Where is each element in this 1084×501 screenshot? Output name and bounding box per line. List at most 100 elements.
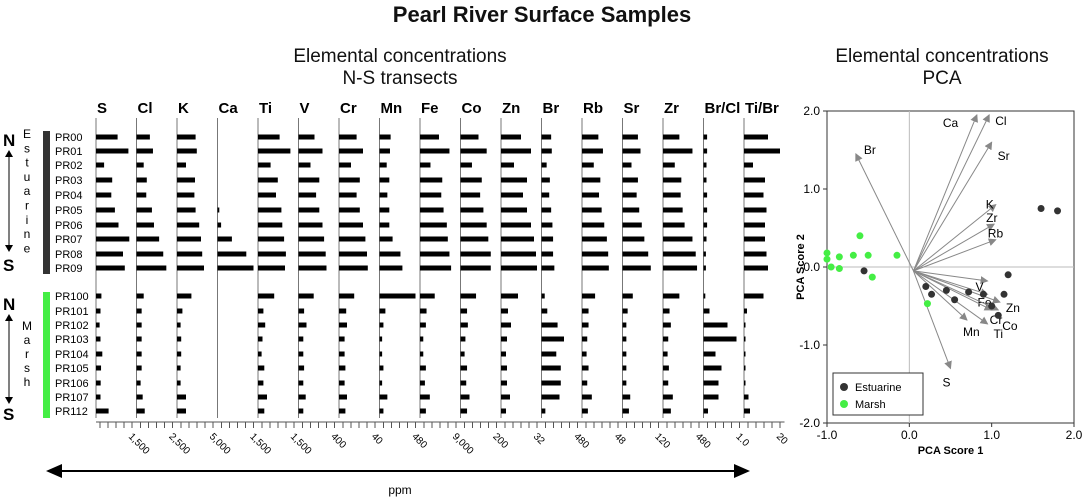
- bar: [298, 192, 317, 198]
- sample-label: PR112: [55, 406, 88, 418]
- bar: [460, 134, 479, 140]
- bar: [703, 177, 707, 183]
- bar: [703, 365, 722, 371]
- bar: [339, 265, 368, 271]
- bar: [663, 265, 698, 271]
- tick-label: 1,500: [247, 431, 273, 457]
- bar: [541, 380, 561, 386]
- bar: [744, 365, 746, 371]
- bar: [582, 322, 589, 328]
- legend-marker: [840, 400, 848, 408]
- bar: [420, 236, 448, 242]
- sample-label: PR106: [55, 378, 89, 390]
- bar: [177, 251, 203, 257]
- marsh-letter: r: [25, 347, 29, 361]
- bar: [744, 293, 764, 299]
- loading-arrow: [913, 270, 989, 325]
- sample-label: PR08: [55, 249, 83, 261]
- bar: [501, 134, 521, 140]
- bar: [420, 177, 443, 183]
- bar: [379, 251, 401, 257]
- bar: [258, 265, 285, 271]
- bar: [258, 394, 267, 400]
- bar: [258, 380, 264, 386]
- bar: [420, 207, 444, 213]
- loading-label: Ti: [994, 327, 1004, 341]
- bar: [622, 336, 627, 342]
- loading-label: Mn: [963, 325, 980, 339]
- pca-point: [1054, 207, 1062, 215]
- bar: [501, 222, 531, 228]
- bar: [379, 380, 383, 386]
- pca-point: [864, 251, 872, 259]
- bar: [460, 380, 467, 386]
- y-tick-label: 0.0: [803, 260, 820, 274]
- marsh-arrow-up-head: [5, 314, 13, 321]
- bar: [663, 394, 673, 400]
- pca-point: [965, 288, 973, 296]
- y-tick-label: -1.0: [799, 338, 820, 352]
- estuarine-letter: n: [24, 227, 31, 241]
- pca-point: [994, 311, 1002, 319]
- bar: [420, 308, 427, 314]
- bar: [541, 162, 547, 168]
- bar: [136, 222, 154, 228]
- loading-arrow: [912, 113, 978, 272]
- bar: [460, 192, 481, 198]
- element-header: Ti: [259, 100, 272, 117]
- bar: [379, 236, 393, 242]
- bar: [136, 408, 145, 414]
- legend-label: Marsh: [855, 399, 886, 411]
- bar: [501, 351, 506, 357]
- bar: [622, 162, 632, 168]
- bar: [541, 394, 560, 400]
- y-tick-label: -2.0: [799, 416, 820, 430]
- marsh-group-bar: [43, 292, 50, 418]
- bar: [177, 134, 196, 140]
- bar: [501, 380, 507, 386]
- tick-label: 1.0: [733, 431, 751, 449]
- bar: [217, 265, 254, 271]
- bar: [379, 351, 383, 357]
- bar: [582, 177, 601, 183]
- bar: [622, 236, 645, 242]
- bar: [703, 192, 708, 198]
- tick-label: 480: [409, 431, 429, 451]
- bar: [460, 236, 489, 242]
- estuarine-letter: u: [24, 170, 31, 184]
- bar: [703, 351, 716, 357]
- bar: [663, 251, 696, 257]
- bar: [663, 192, 681, 198]
- bar: [744, 265, 768, 271]
- bar: [379, 148, 390, 154]
- bar: [298, 293, 314, 299]
- bar: [460, 162, 472, 168]
- bar: [420, 251, 450, 257]
- bar: [96, 380, 101, 386]
- bar: [298, 336, 304, 342]
- bar: [96, 394, 101, 400]
- sample-label: PR07: [55, 234, 83, 246]
- bar: [96, 265, 125, 271]
- marsh-north-label: N: [3, 295, 15, 314]
- estuarine-group-bar: [43, 131, 50, 274]
- element-header: Rb: [583, 100, 603, 117]
- bar: [460, 251, 491, 257]
- right-title-line1: Elemental concentrations: [835, 46, 1049, 67]
- bar: [501, 148, 531, 154]
- bar: [96, 351, 103, 357]
- loading-label: Zn: [1006, 301, 1020, 315]
- bar: [136, 293, 144, 299]
- bar: [501, 177, 527, 183]
- bar: [339, 365, 346, 371]
- bar: [582, 134, 599, 140]
- bar: [298, 308, 305, 314]
- bar: [298, 408, 304, 414]
- bar: [501, 394, 510, 400]
- loading-arrow: [913, 270, 989, 297]
- bar: [177, 222, 200, 228]
- bar: [96, 365, 102, 371]
- bar: [379, 192, 388, 198]
- bar: [258, 192, 276, 198]
- bar: [460, 365, 468, 371]
